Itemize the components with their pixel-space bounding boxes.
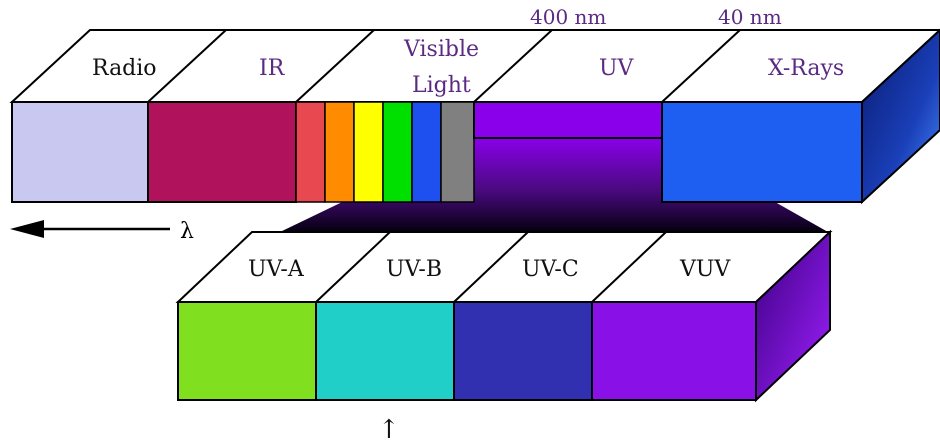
visible-stripe-blue <box>411 101 442 203</box>
label-light: Light <box>412 73 471 98</box>
band-ir <box>147 101 297 203</box>
visible-stripe-grey <box>440 101 475 203</box>
label-uv-a: UV-A <box>248 257 305 282</box>
wavelength-direction-arrow <box>10 220 170 238</box>
label-uv: UV <box>599 56 635 81</box>
label-x-rays: X-Rays <box>768 56 844 81</box>
label-uv-c: UV-C <box>522 257 579 282</box>
band-x-rays <box>661 101 863 203</box>
uv-bar-end-face <box>755 229 831 403</box>
uv-subband-bar <box>175 229 833 403</box>
up-arrow-indicator: ↑ <box>378 415 400 444</box>
visible-stripe-orange <box>324 101 355 203</box>
spectrum-bar <box>9 28 940 205</box>
visible-stripe-yellow <box>353 101 384 203</box>
band-visible-light <box>295 101 475 203</box>
label-uv-b: UV-B <box>386 257 442 282</box>
band-radio <box>11 101 149 203</box>
lambda-symbol: λ <box>180 219 194 244</box>
label-vuv: VUV <box>679 257 731 282</box>
band-uv-c <box>453 301 593 401</box>
visible-stripe-red <box>295 101 326 203</box>
band-uv <box>473 101 663 139</box>
band-uv-a <box>177 301 317 401</box>
marker-40nm: 40 nm <box>718 5 782 29</box>
band-uv-b <box>315 301 455 401</box>
spectrum-bar-end-face <box>861 28 940 205</box>
label-ir: IR <box>259 56 286 81</box>
marker-400nm: 400 nm <box>530 5 606 29</box>
label-visible: Visible <box>403 37 479 62</box>
visible-stripe-green <box>382 101 413 203</box>
band-vuv <box>591 301 757 401</box>
label-radio: Radio <box>92 56 157 81</box>
